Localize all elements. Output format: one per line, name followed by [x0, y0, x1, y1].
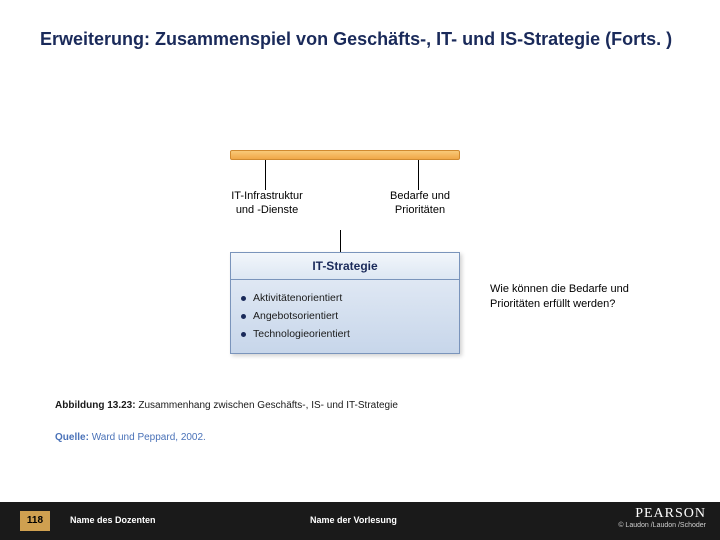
source-text: Ward und Peppard, 2002.	[92, 432, 206, 443]
bullet-item: Angebotsorientiert	[241, 307, 449, 325]
footer-bar: 118 Name des Dozenten Name der Vorlesung…	[0, 502, 720, 540]
side-question: Wie können die Bedarfe und Prioritäten e…	[490, 282, 665, 312]
bullet-item: Aktivitätenorientiert	[241, 289, 449, 307]
box-header: IT-Strategie	[231, 253, 459, 280]
box-body: Aktivitätenorientiert Angebotsorientiert…	[231, 280, 459, 353]
bullet-text: Aktivitätenorientiert	[253, 292, 342, 304]
bullet-icon	[241, 296, 246, 301]
source-label: Quelle:	[55, 432, 89, 443]
label-right-line1: Bedarfe und	[390, 190, 450, 202]
top-bar	[230, 150, 460, 160]
page-number-badge: 118	[20, 511, 50, 531]
footer-logo-block: PEARSON © Laudon /Laudon /Schoder	[618, 506, 706, 529]
it-strategie-box: IT-Strategie Aktivitätenorientiert Angeb…	[230, 252, 460, 354]
figure-caption: Abbildung 13.23: Zusammenhang zwischen G…	[55, 400, 398, 411]
footer-vorlesung: Name der Vorlesung	[310, 515, 397, 525]
bullet-icon	[241, 332, 246, 337]
figure-source: Quelle: Ward und Peppard, 2002.	[55, 432, 206, 443]
label-left-line1: IT-Infrastruktur	[231, 190, 303, 202]
label-bedarfe: Bedarfe und Prioritäten	[380, 190, 460, 218]
pearson-logo: PEARSON	[618, 506, 706, 522]
footer-dozent: Name des Dozenten	[70, 515, 156, 525]
connector-right	[418, 160, 419, 190]
slide-title: Erweiterung: Zusammenspiel von Geschäfts…	[40, 28, 680, 51]
connector-center	[340, 230, 341, 252]
bullet-icon	[241, 314, 246, 319]
bullet-text: Technologieorientiert	[253, 328, 350, 340]
copyright-text: © Laudon /Laudon /Schoder	[618, 522, 706, 529]
label-it-infrastruktur: IT-Infrastruktur und -Dienste	[213, 190, 321, 218]
label-left-line2: und -Dienste	[236, 204, 298, 216]
label-right-line2: Prioritäten	[395, 204, 445, 216]
caption-text: Zusammenhang zwischen Geschäfts-, IS- un…	[138, 400, 398, 411]
connector-left	[265, 160, 266, 190]
bullet-item: Technologieorientiert	[241, 325, 449, 343]
caption-label: Abbildung 13.23:	[55, 400, 136, 411]
bullet-text: Angebotsorientiert	[253, 310, 338, 322]
